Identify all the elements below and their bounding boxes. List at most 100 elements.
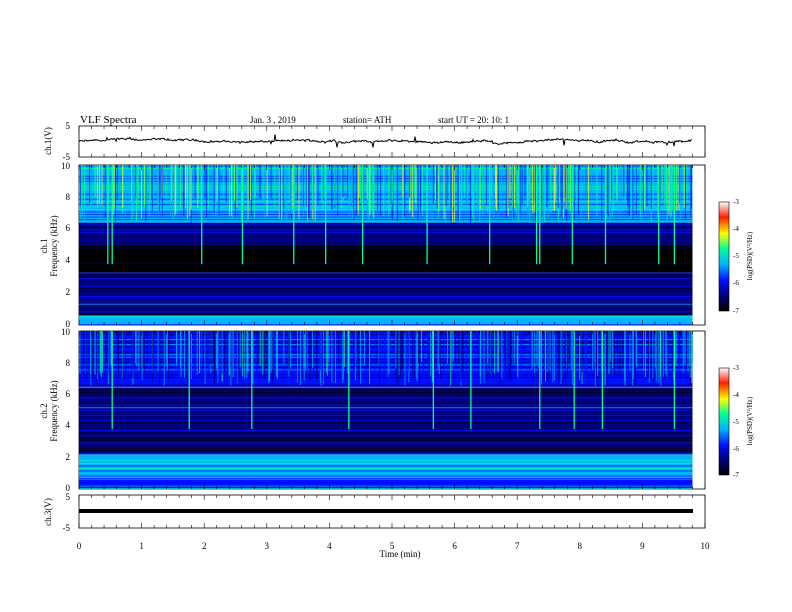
ch2-frequency-axis-label: Frequency (kHz) [49,380,59,441]
spectrogram-streak [628,165,630,216]
ch1-spectrogram-channel-label: ch.1 [39,238,49,253]
spectrogram-streak [644,165,646,210]
spectrogram-streak [506,331,508,367]
spectrogram-burst [539,165,541,265]
spectrogram-streak [202,331,204,382]
spectrogram-streak [132,331,134,379]
spectrogram-streak [153,165,155,199]
spectrogram-streak [548,331,550,377]
spectrogram-streak [218,165,220,216]
spectrogram-streak [483,331,485,384]
spectrogram-streak [595,165,597,200]
spectrogram-streak [186,331,188,377]
spectrogram-streak [685,331,687,370]
spectrogram-streak [240,165,242,221]
spectrogram-line [79,412,693,414]
spectrogram-streak [379,165,381,216]
spectrogram-band [79,435,693,455]
spectrogram-streak [543,165,545,222]
time-tick-label: 1 [139,541,144,551]
spectrogram-streak [608,331,610,374]
spectrogram-streak [301,331,303,364]
spectrogram-streak [486,331,488,380]
spectrogram-line [79,175,693,177]
spectrogram-streak [200,165,202,217]
spectrogram-burst [201,165,203,265]
spectrogram-burst [432,331,434,429]
spectrogram-streak [133,165,135,207]
spectrogram-streak [573,165,575,201]
spectrogram-streak [247,331,249,372]
spectrogram-streak [679,165,681,204]
spectrogram-line [79,298,693,300]
spectrogram-streak [580,165,582,221]
spectrogram-streak [145,165,147,222]
spectrogram-streak [192,331,194,378]
ch2-cbar-tick-neg5: -5 [733,418,739,426]
spectrogram-streak [210,331,212,365]
spectrogram-streak [442,165,444,200]
spectrogram-streak [436,165,438,209]
spectrogram-line [79,404,693,406]
spectrogram-streak [217,165,219,218]
spectrogram-streak [514,331,516,364]
spectrogram-streak [570,331,572,370]
spectrogram-streak [588,165,589,221]
spectrogram-streak [179,331,181,369]
spectrogram-streak [576,165,578,202]
spectrogram-streak [347,165,349,198]
spectrogram-streak [310,331,312,379]
spectrogram-line [79,425,693,426]
spectrogram-streak [611,331,613,379]
spectrogram-streak [522,165,524,221]
spectrogram-streak [96,165,98,206]
spectrogram-burst [188,331,190,429]
spectrogram-line [79,470,693,472]
spectrogram-streak [354,331,356,367]
spectrogram-streak [308,165,309,218]
spectrogram-streak [512,165,514,203]
spectrogram-streak [479,331,481,377]
spectrogram-streak [531,165,533,204]
ch1-freq-tick-2: 2 [66,287,71,297]
time-tick-label: 8 [578,541,583,551]
spectrogram-streak [382,165,384,217]
spectrogram-streak [338,165,340,202]
spectrogram-streak [499,331,501,385]
ch1-colorbar: -3 -4 -5 -6 -7 log(PSD)(V²/Hz) [718,198,754,315]
spectrogram-line [79,442,693,444]
spectrogram-streak [487,331,489,364]
spectrogram-line [79,488,693,490]
spectrogram-streak [650,165,652,208]
spectrogram-streak [342,165,344,198]
spectrogram-streak [528,165,530,223]
spectrogram-streak [140,331,142,376]
spectrogram-streak [353,165,355,220]
spectrogram-streak [108,165,110,214]
spectrogram-streak [100,331,102,376]
spectrogram-streak [364,331,365,365]
spectrogram-streak [136,331,138,366]
spectrogram-streak [218,331,220,386]
spectrogram-streak [230,165,232,217]
spectrogram-streak [297,165,299,200]
spectrogram-line [79,478,693,479]
spectrogram-streak [622,331,624,370]
spectrogram-streak [143,331,145,366]
spectrogram-streak [584,331,586,370]
ch2-spectrogram-ticks [78,331,706,489]
spectrogram-streak [142,165,144,211]
spectrogram-streak [148,331,150,362]
spectrogram-streak [597,331,599,376]
spectrogram-line [79,203,693,205]
spectrogram-line [79,402,693,404]
spectrogram-streak [582,331,584,366]
spectrogram-streak [478,331,479,379]
spectrogram-streak [81,331,83,380]
spectrogram-streak [505,165,507,218]
spectrogram-line [79,319,693,320]
spectrogram-streak [144,165,146,205]
spectrogram-streak [108,331,110,375]
spectrogram-streak [124,331,126,362]
ch1-colorbar-label: log(PSD)(V²/Hz) [746,231,754,280]
